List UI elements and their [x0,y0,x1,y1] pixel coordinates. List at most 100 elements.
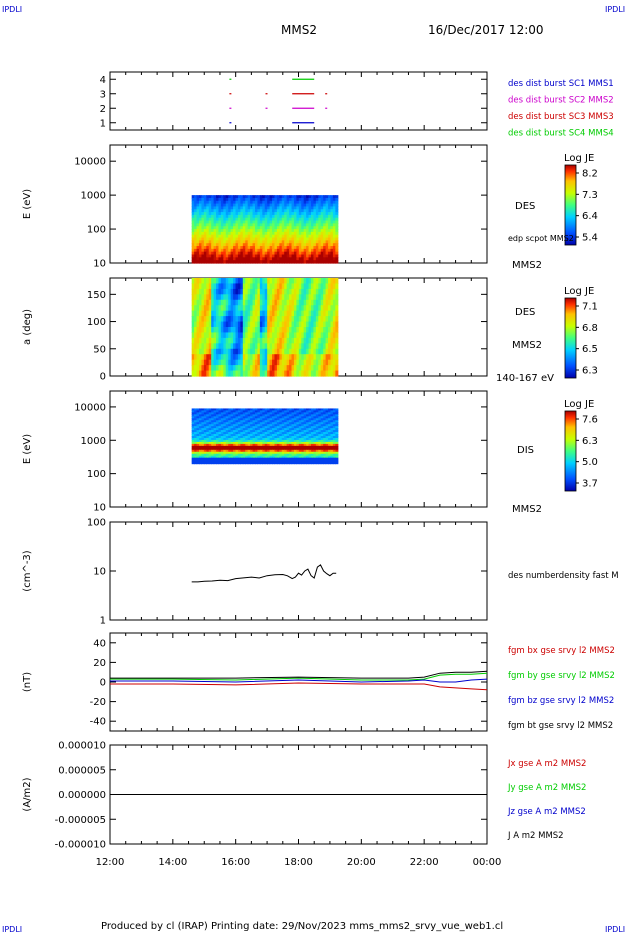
des-energy-panel-pixel [259,200,263,205]
des-pitch-panel-pixel [284,332,288,339]
des-pitch-panel-pixel [225,365,229,372]
des-pitch-panel-pixel [303,354,307,361]
dis-energy-panel-pixel [301,453,305,457]
des-pitch-panel-pixel [330,283,334,290]
des-energy-panel-pixel [240,217,244,222]
des-energy-panel-pixel [206,229,210,233]
des-pitch-panel-pixel [220,354,224,361]
dis-energy-panel-pixel [262,451,266,455]
dis-energy-panel-pixel [284,408,288,412]
des-pitch-panel-pixel [296,316,300,323]
des-pitch-panel-pixel [276,354,280,361]
des-energy-panel-pixel [306,217,310,222]
des-pitch-panel-pixel [220,359,224,366]
dis-energy-panel-pixel [306,418,310,421]
des-pitch-panel-pixel [308,327,312,334]
dis-energy-panel-pixel [191,447,195,451]
dis-energy-panel-pixel [259,445,263,449]
dis-energy-panel-pixel [291,416,295,419]
des-energy-panel-pixel [257,237,261,241]
des-energy-panel-pixel [315,200,319,205]
des-pitch-panel-pixel [237,337,241,344]
dis-energy-panel-pixel [242,418,246,421]
des-energy-panel-pixel [201,257,205,261]
des-pitch-panel-pixel [308,278,312,285]
des-pitch-panel-pixel [252,278,256,285]
des-pitch-panel-pixel [274,294,278,301]
dis-energy-panel-pixel [323,430,327,433]
dis-energy-panel-pixel [330,447,334,451]
dis-energy-panel-pixel [233,428,237,431]
des-pitch-panel-pixel [223,321,227,328]
des-pitch-panel-pixel [269,332,273,339]
des-pitch-panel-pixel [196,332,200,339]
dis-energy-panel-pixel [272,437,276,441]
dis-energy-panel-pixel [211,420,215,423]
dis-energy-panel-pixel [237,416,241,419]
dis-energy-panel-pixel [233,457,237,461]
des-pitch-panel-pixel [201,288,205,295]
dis-energy-panel-pixel [191,430,195,433]
des-energy-panel-pixel [264,231,268,236]
des-pitch-panel-pixel [313,337,317,344]
des-energy-panel-pixel [281,243,285,247]
des-pitch-panel-pixel [269,288,273,295]
des-energy-panel-pixel [194,203,198,208]
dis-energy-panel-pixel [206,420,210,423]
des-energy-panel-pixel [230,260,234,264]
dis-energy-panel-pixel [228,422,232,425]
des-energy-panel-pixel [332,240,336,244]
dis-energy-panel-pixel [320,445,324,449]
dis-energy-panel-pixel [196,430,200,433]
des-pitch-panel-pixel [315,354,319,361]
dis-energy-panel-pixel [233,453,237,457]
dis-energy-panel-pixel [286,461,290,465]
des-pitch-panel-pixel [332,343,336,350]
dis-energy-panel-pixel [254,449,259,453]
dis-energy-panel-pixel [203,412,207,415]
des-energy-panel-pixel [235,231,239,236]
bfield-panel-legend-entry: fgm by gse srvy l2 MMS2 [508,671,615,681]
des-energy-panel-pixel [191,220,195,225]
des-energy-panel-pixel [284,220,288,225]
des-energy-panel-pixel [281,248,285,253]
des-energy-panel-pixel [208,231,212,236]
des-energy-panel-pixel [284,226,288,230]
dis-energy-panel-pixel [328,439,332,443]
des-energy-panel-pixel [194,226,198,230]
des-energy-panel-pixel [264,200,268,205]
des-pitch-panel-pixel [276,337,280,344]
des-pitch-panel-pixel [218,365,222,372]
des-pitch-panel-pixel [281,278,285,285]
dis-energy-panel-pixel [191,414,195,417]
des-pitch-panel-pixel [228,294,232,301]
des-pitch-panel-pixel [303,283,307,290]
dis-energy-panel-y-tick-label: 1000 [81,436,106,447]
des-energy-panel-pixel [259,223,263,227]
dis-energy-panel-pixel [279,461,283,465]
des-energy-panel-pixel [216,217,220,222]
dis-energy-panel-pixel [211,445,215,449]
dis-energy-panel-pixel [325,416,329,419]
des-pitch-panel-pixel [201,278,205,285]
dis-energy-panel-pixel [245,449,249,453]
dis-energy-panel-pixel [228,447,232,451]
des-pitch-panel-pixel [267,310,271,317]
dis-energy-panel-pixel [233,441,237,445]
des-pitch-panel-pixel [291,294,295,301]
des-pitch-panel-pixel [206,316,210,323]
des-pitch-panel-pixel [194,327,198,334]
des-energy-panel-pixel [213,237,217,241]
des-pitch-panel-pixel [320,370,324,377]
des-energy-panel-pixel [250,251,254,256]
des-pitch-panel-pixel [323,354,327,361]
dis-energy-panel-pixel [276,449,280,453]
dis-energy-panel-pixel [196,424,200,427]
dis-energy-panel-pixel [298,422,302,425]
des-pitch-panel-pixel [211,321,215,328]
des-energy-panel-pixel [252,243,256,247]
dis-energy-panel-pixel [318,434,322,437]
des-energy-panel-pixel [250,240,254,244]
dis-energy-panel-pixel [191,410,195,413]
dis-energy-panel-pixel [240,445,244,449]
